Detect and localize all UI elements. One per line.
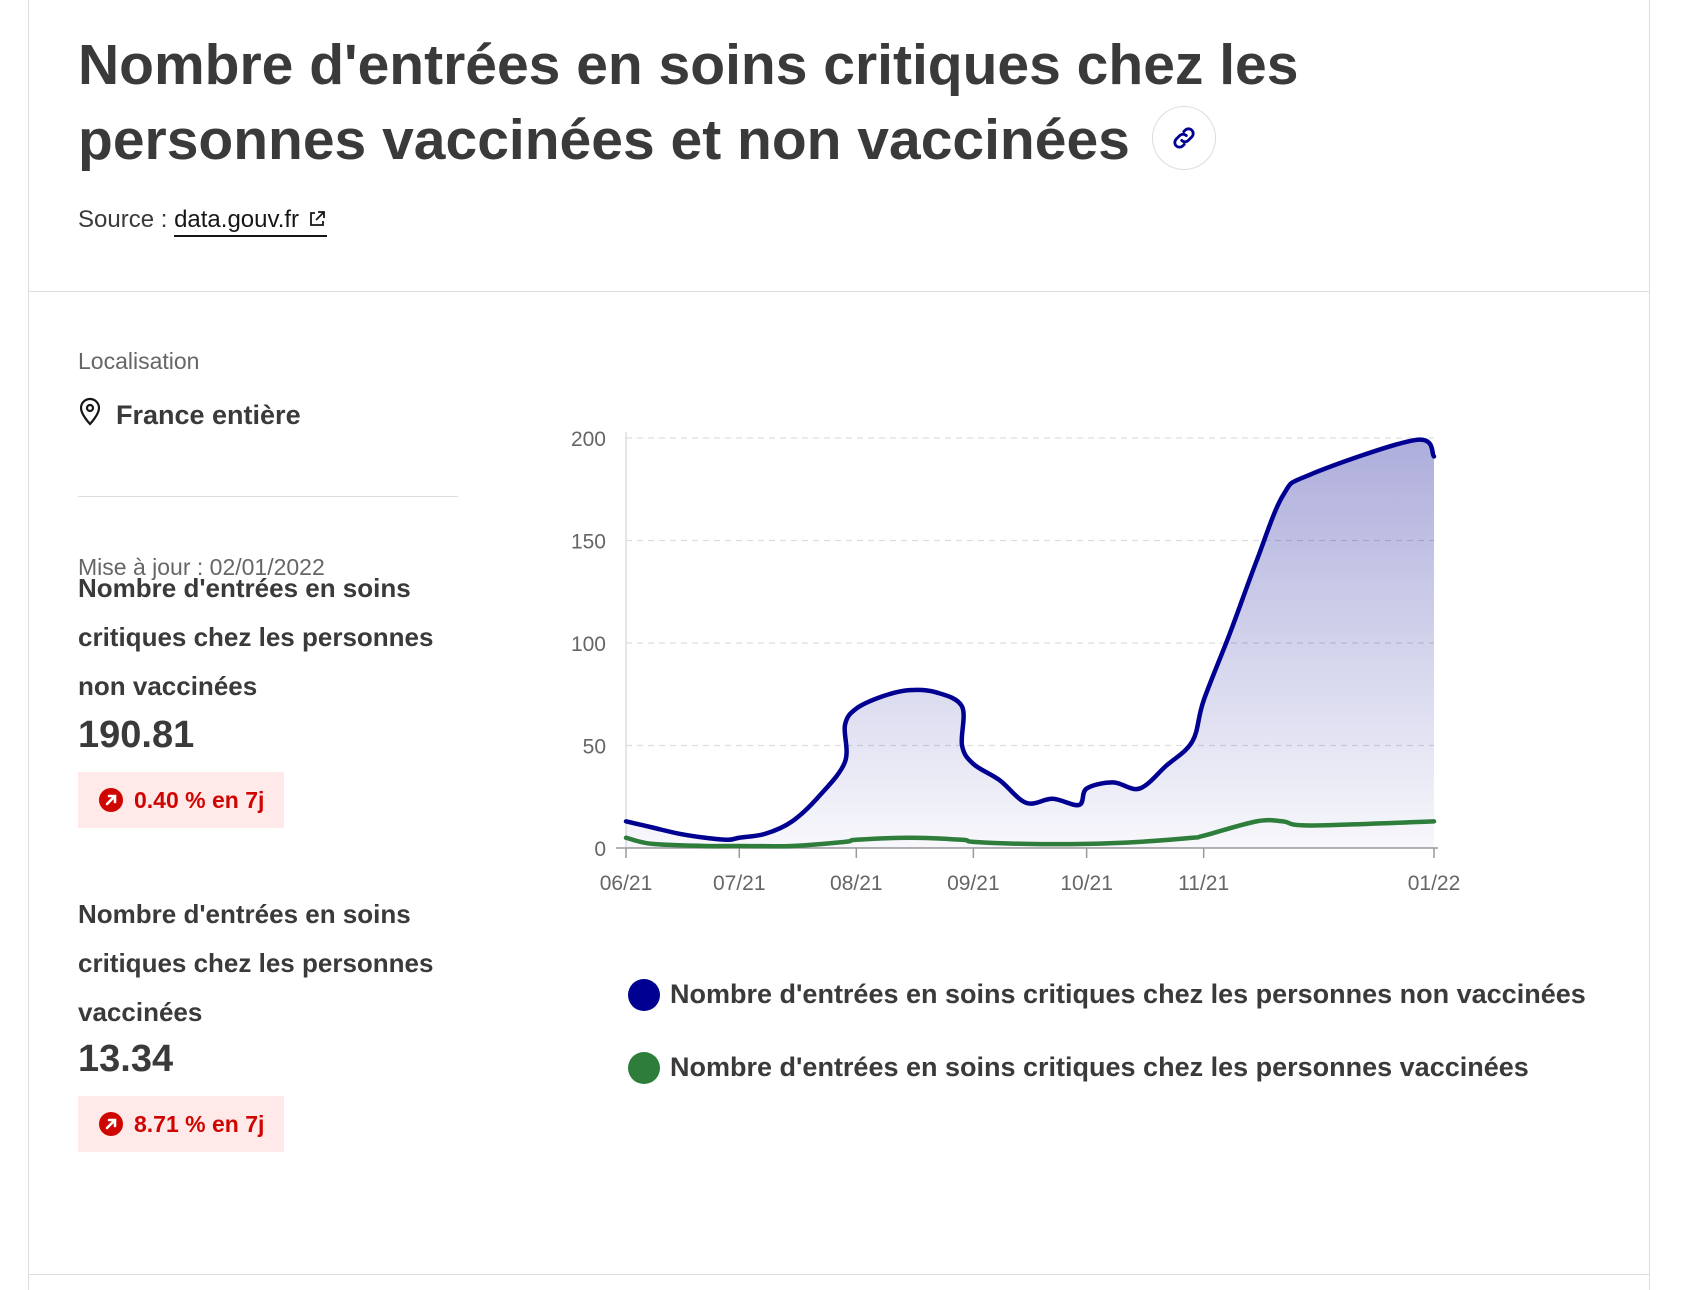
arrow-up-right-icon	[99, 1112, 123, 1136]
x-tick-label: 07/21	[713, 872, 766, 895]
link-icon	[1173, 127, 1195, 149]
external-link-icon	[310, 210, 325, 226]
kpi-change-badge-vaccinated: 8.71 % en 7j	[78, 1096, 285, 1152]
kpi-title-vaccinated: Nombre d'entrées en soins critiques chez…	[78, 899, 434, 1027]
y-tick-label: 150	[571, 531, 606, 554]
indicator-card: Nombre d'entrées en soins critiques chez…	[28, 0, 1650, 1290]
legend-label: Nombre d'entrées en soins critiques chez…	[670, 979, 1586, 1009]
source-label: Source :	[78, 206, 168, 233]
update-date: Mise à jour : 02/01/2022	[78, 554, 325, 580]
legend-item-vaccinated: Nombre d'entrées en soins critiques chez…	[628, 1043, 1588, 1092]
source-line: Source : data.gouv.fr	[78, 206, 328, 237]
y-tick-label: 200	[571, 428, 606, 451]
kpi-change-badge-non-vaccinated: 0.40 % en 7j	[78, 772, 285, 828]
location-value: France entière	[116, 400, 301, 430]
x-tick-label: 08/21	[830, 872, 883, 895]
x-tick-label: 11/21	[1178, 872, 1229, 895]
y-tick-label: 100	[571, 633, 606, 656]
series-line-1	[623, 817, 1437, 849]
series-area-0	[626, 439, 1434, 848]
source-link[interactable]: data.gouv.fr	[174, 206, 328, 237]
location-label: Localisation	[78, 348, 200, 374]
kpi-change-text: 8.71 % en 7j	[134, 1110, 265, 1137]
legend-item-non-vaccinated: Nombre d'entrées en soins critiques chez…	[628, 970, 1588, 1019]
legend-dot-non-vaccinated	[628, 979, 660, 1011]
chart-legend: Nombre d'entrées en soins critiques chez…	[628, 970, 1588, 1116]
location-selector[interactable]: France entière	[78, 397, 301, 431]
page-title: Nombre d'entrées en soins critiques chez…	[78, 33, 1299, 172]
kpi-value-non-vaccinated: 190.81	[78, 714, 195, 756]
legend-dot-vaccinated	[628, 1052, 660, 1084]
arrow-up-right-icon	[99, 788, 123, 812]
y-tick-label: 0	[594, 838, 606, 861]
x-tick-label: 09/21	[947, 872, 1000, 895]
legend-label: Nombre d'entrées en soins critiques chez…	[670, 1052, 1529, 1082]
x-tick-label: 10/21	[1060, 872, 1113, 895]
series-line-0	[623, 437, 1437, 843]
x-tick-label: 06/21	[600, 872, 653, 895]
kpi-value-vaccinated: 13.34	[78, 1038, 174, 1080]
x-tick-label: 01/22	[1408, 872, 1461, 895]
chart-area[interactable]: 0 50 100 150 200 06/21 07/21 08/21 09/21 10/21 11/…	[528, 410, 1618, 950]
copy-link-button[interactable]	[1151, 105, 1216, 170]
kpi-change-text: 0.40 % en 7j	[134, 786, 265, 813]
map-pin-icon	[79, 397, 101, 426]
sidebar-divider	[78, 496, 458, 497]
card-bottom-divider	[29, 1274, 1649, 1275]
line-chart[interactable]: 0 50 100 150 200 06/21 07/21 08/21 09/21 10/21 11/…	[528, 410, 1618, 950]
kpi-title-non-vaccinated: Nombre d'entrées en soins critiques chez…	[78, 573, 434, 701]
card-header: Nombre d'entrées en soins critiques chez…	[29, 0, 1649, 292]
y-tick-label: 50	[583, 736, 606, 759]
